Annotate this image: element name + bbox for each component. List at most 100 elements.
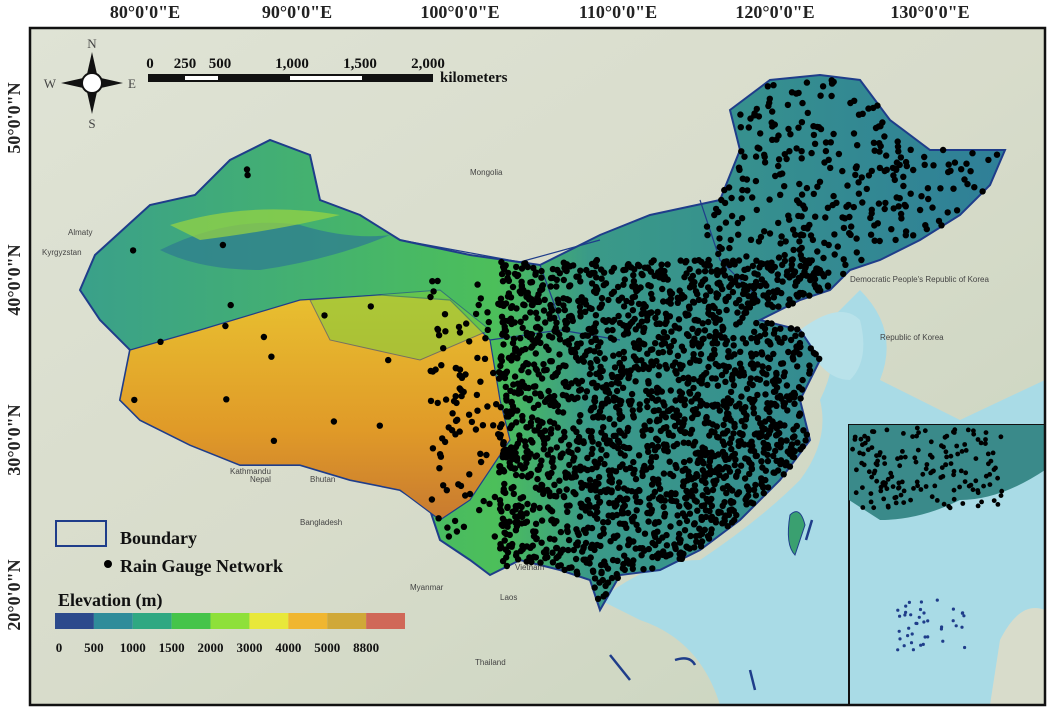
gauge: [542, 319, 549, 326]
gauge: [575, 531, 582, 539]
gauge: [474, 407, 481, 414]
gauge: [576, 418, 583, 425]
inset-gauge: [973, 456, 979, 461]
gauge: [793, 343, 800, 350]
gauge: [260, 333, 268, 341]
gauge: [517, 290, 525, 297]
gauge: [538, 267, 545, 275]
gauge: [676, 519, 683, 527]
gauge: [742, 496, 749, 503]
gauge: [764, 400, 771, 407]
gauge: [678, 343, 686, 350]
place-label: Vietnam: [515, 563, 545, 572]
gauge: [685, 374, 692, 381]
gauge: [560, 493, 567, 500]
gauge: [617, 367, 625, 375]
gauge: [740, 372, 748, 379]
gauge: [795, 124, 802, 131]
gauge: [734, 219, 742, 227]
gauge: [639, 545, 646, 552]
gauge: [685, 379, 692, 386]
gauge: [462, 492, 469, 499]
gauge: [876, 237, 883, 245]
gauge: [758, 432, 765, 439]
gauge: [819, 83, 827, 90]
gauge: [708, 502, 716, 510]
gauge: [609, 326, 616, 334]
gauge: [689, 487, 696, 494]
gauge: [733, 273, 741, 280]
gauge: [739, 431, 746, 438]
gauge: [704, 231, 711, 239]
gauge: [456, 366, 464, 373]
gauge: [924, 185, 932, 192]
gauge: [598, 446, 605, 453]
gauge: [846, 213, 853, 221]
gauge: [645, 518, 652, 525]
gauge: [553, 283, 560, 290]
gauge: [699, 320, 706, 327]
gauge: [548, 426, 555, 433]
gauge: [741, 475, 749, 482]
gauge: [565, 441, 573, 449]
gauge: [525, 296, 533, 303]
gauge: [795, 89, 802, 97]
gauge: [642, 426, 649, 433]
gauge: [741, 423, 748, 430]
inset-gauge: [998, 434, 1004, 440]
gauge: [827, 164, 834, 172]
inset-gauge: [850, 446, 855, 452]
gauge: [541, 296, 548, 303]
gauge: [751, 294, 758, 301]
gauge: [651, 533, 659, 541]
gauge: [787, 325, 795, 332]
gauge: [685, 332, 692, 339]
gauge: [546, 393, 554, 401]
gauge: [544, 471, 552, 478]
gauge: [639, 365, 647, 373]
gauge: [501, 317, 508, 324]
gauge: [616, 544, 623, 551]
gauge: [539, 282, 547, 289]
gauge: [619, 384, 627, 391]
gauge: [508, 543, 515, 550]
gauge: [614, 497, 621, 504]
gauge: [550, 463, 557, 471]
gauge: [620, 281, 627, 288]
gauge: [510, 381, 517, 388]
gauge: [672, 397, 679, 404]
inset-gauge: [914, 433, 919, 439]
gauge: [499, 466, 507, 474]
gauge: [576, 513, 584, 520]
gauge: [656, 485, 664, 492]
gauge: [775, 254, 783, 261]
gauge: [618, 397, 625, 405]
gauge: [588, 465, 596, 473]
gauge: [694, 340, 701, 347]
gauge: [695, 296, 703, 304]
gauge: [491, 533, 498, 540]
gauge: [434, 277, 441, 285]
gauge: [532, 271, 539, 278]
elevation-swatch: [55, 613, 94, 629]
gauge: [591, 546, 598, 554]
gauge: [518, 265, 526, 272]
inset-gauge: [955, 451, 961, 457]
gauge: [588, 450, 595, 458]
gauge: [597, 561, 605, 569]
qaidam: [309, 289, 491, 361]
gauge: [691, 520, 698, 527]
gauge: [721, 441, 728, 448]
gauge: [681, 478, 688, 486]
gauge: [713, 290, 720, 297]
gauge: [574, 542, 581, 549]
inset-gauge: [890, 484, 896, 489]
gauge: [503, 408, 510, 415]
gauge: [702, 292, 710, 299]
gauge: [775, 377, 782, 384]
gauge: [498, 508, 505, 515]
gauge: [814, 248, 821, 255]
gauge: [859, 110, 866, 118]
gauge: [722, 295, 729, 303]
gauge: [785, 212, 792, 219]
